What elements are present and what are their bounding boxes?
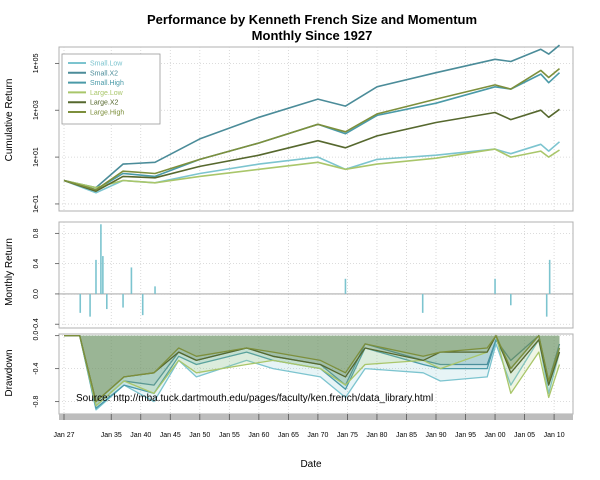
- legend-label: Small.Low: [90, 61, 123, 68]
- x-tick-label: Jan 35: [101, 432, 122, 439]
- x-tick-label: Jan 60: [248, 432, 269, 439]
- cumulative-return-panel: 1e-01 1e+01 1e+03 1e+05: [33, 44, 574, 213]
- y-tick-label-drawdown: -0.8: [33, 395, 40, 407]
- x-tick-label: Jan 10: [544, 432, 565, 439]
- y-tick-label-drawdown: -0.4: [33, 363, 40, 375]
- x-tick-label: Jan 85: [396, 432, 417, 439]
- monthly-frame: [58, 221, 574, 329]
- x-tick-label: Jan 55: [219, 432, 240, 439]
- date-axis-band: [59, 414, 573, 420]
- x-tick-label: Jan 80: [366, 432, 387, 439]
- y-tick-label-monthly: -0.4: [33, 318, 40, 330]
- series-line-Large.X2: [63, 108, 560, 192]
- y-tick-label-cumulative: 1e+03: [33, 100, 40, 120]
- x-tick-label: Jan 50: [189, 432, 210, 439]
- legend-label: Small.X2: [90, 70, 118, 77]
- x-tick-label: Jan 95: [455, 432, 476, 439]
- series-line-Small.High: [63, 72, 561, 191]
- legend-label: Large.Low: [90, 90, 124, 97]
- source-annotation: Source: http://mba.tuck.dartmouth.edu/pa…: [76, 393, 433, 404]
- x-tick-label: Jan 70: [307, 432, 328, 439]
- series-line-Large.Low: [63, 148, 560, 189]
- x-tick-label: Jan 90: [425, 432, 446, 439]
- legend-label: Large.X2: [90, 100, 119, 107]
- y-tick-label-cumulative: 1e+05: [33, 53, 40, 73]
- y-tick-label-monthly: 0.0: [33, 289, 40, 299]
- drawdown-line-Small.Low: [64, 334, 561, 411]
- drawdown-line-Large.Low: [64, 334, 561, 407]
- x-tick-label: Jan 05: [514, 432, 535, 439]
- x-tick-label: Jan 27: [53, 432, 74, 439]
- y-tick-label-drawdown: 0.0: [33, 331, 40, 341]
- drawdown-line-Large.High: [64, 334, 561, 403]
- y-axis-label-cumulative: Cumulative Return: [4, 79, 15, 162]
- y-tick-label-cumulative: 1e+01: [33, 147, 40, 167]
- chart-subtitle: Monthly Since 1927: [252, 28, 373, 43]
- legend-label: Small.High: [90, 80, 124, 87]
- legend: Small.Low Small.X2 Small.High Large.Low Larg…: [61, 53, 161, 125]
- legend-label: Large.High: [90, 110, 124, 117]
- drawdown-line-Small.X2: [64, 334, 561, 407]
- x-axis-label: Date: [300, 459, 322, 470]
- x-tick-label: Jan 45: [160, 432, 181, 439]
- y-tick-label-monthly: 0.4: [33, 259, 40, 269]
- x-tick-label: Jan 65: [278, 432, 299, 439]
- date-axis: Jan 27 Jan 35 Jan 40 Jan 45 Jan 50 Jan 55 Jan …: [53, 414, 573, 439]
- y-tick-label-monthly: 0.8: [33, 228, 40, 238]
- chart-title: Performance by Kenneth French Size and M…: [147, 12, 477, 27]
- x-tick-label: Jan 40: [130, 432, 151, 439]
- series-line-Small.X2: [63, 44, 561, 189]
- y-axis-label-monthly: Monthly Return: [4, 238, 15, 306]
- x-tick-label: Jan 00: [485, 432, 506, 439]
- y-axis-label-drawdown: Drawdown: [4, 349, 15, 396]
- y-tick-label-cumulative: 1e-01: [33, 195, 40, 213]
- monthly-return-panel: -0.4 0.0 0.4 0.8: [33, 221, 574, 330]
- x-tick-label: Jan 75: [337, 432, 358, 439]
- series-line-Large.High: [63, 67, 561, 191]
- drawdown-panel: -0.8 -0.4 0.0 Source: http://mba.tuck.dartm…: [33, 331, 574, 415]
